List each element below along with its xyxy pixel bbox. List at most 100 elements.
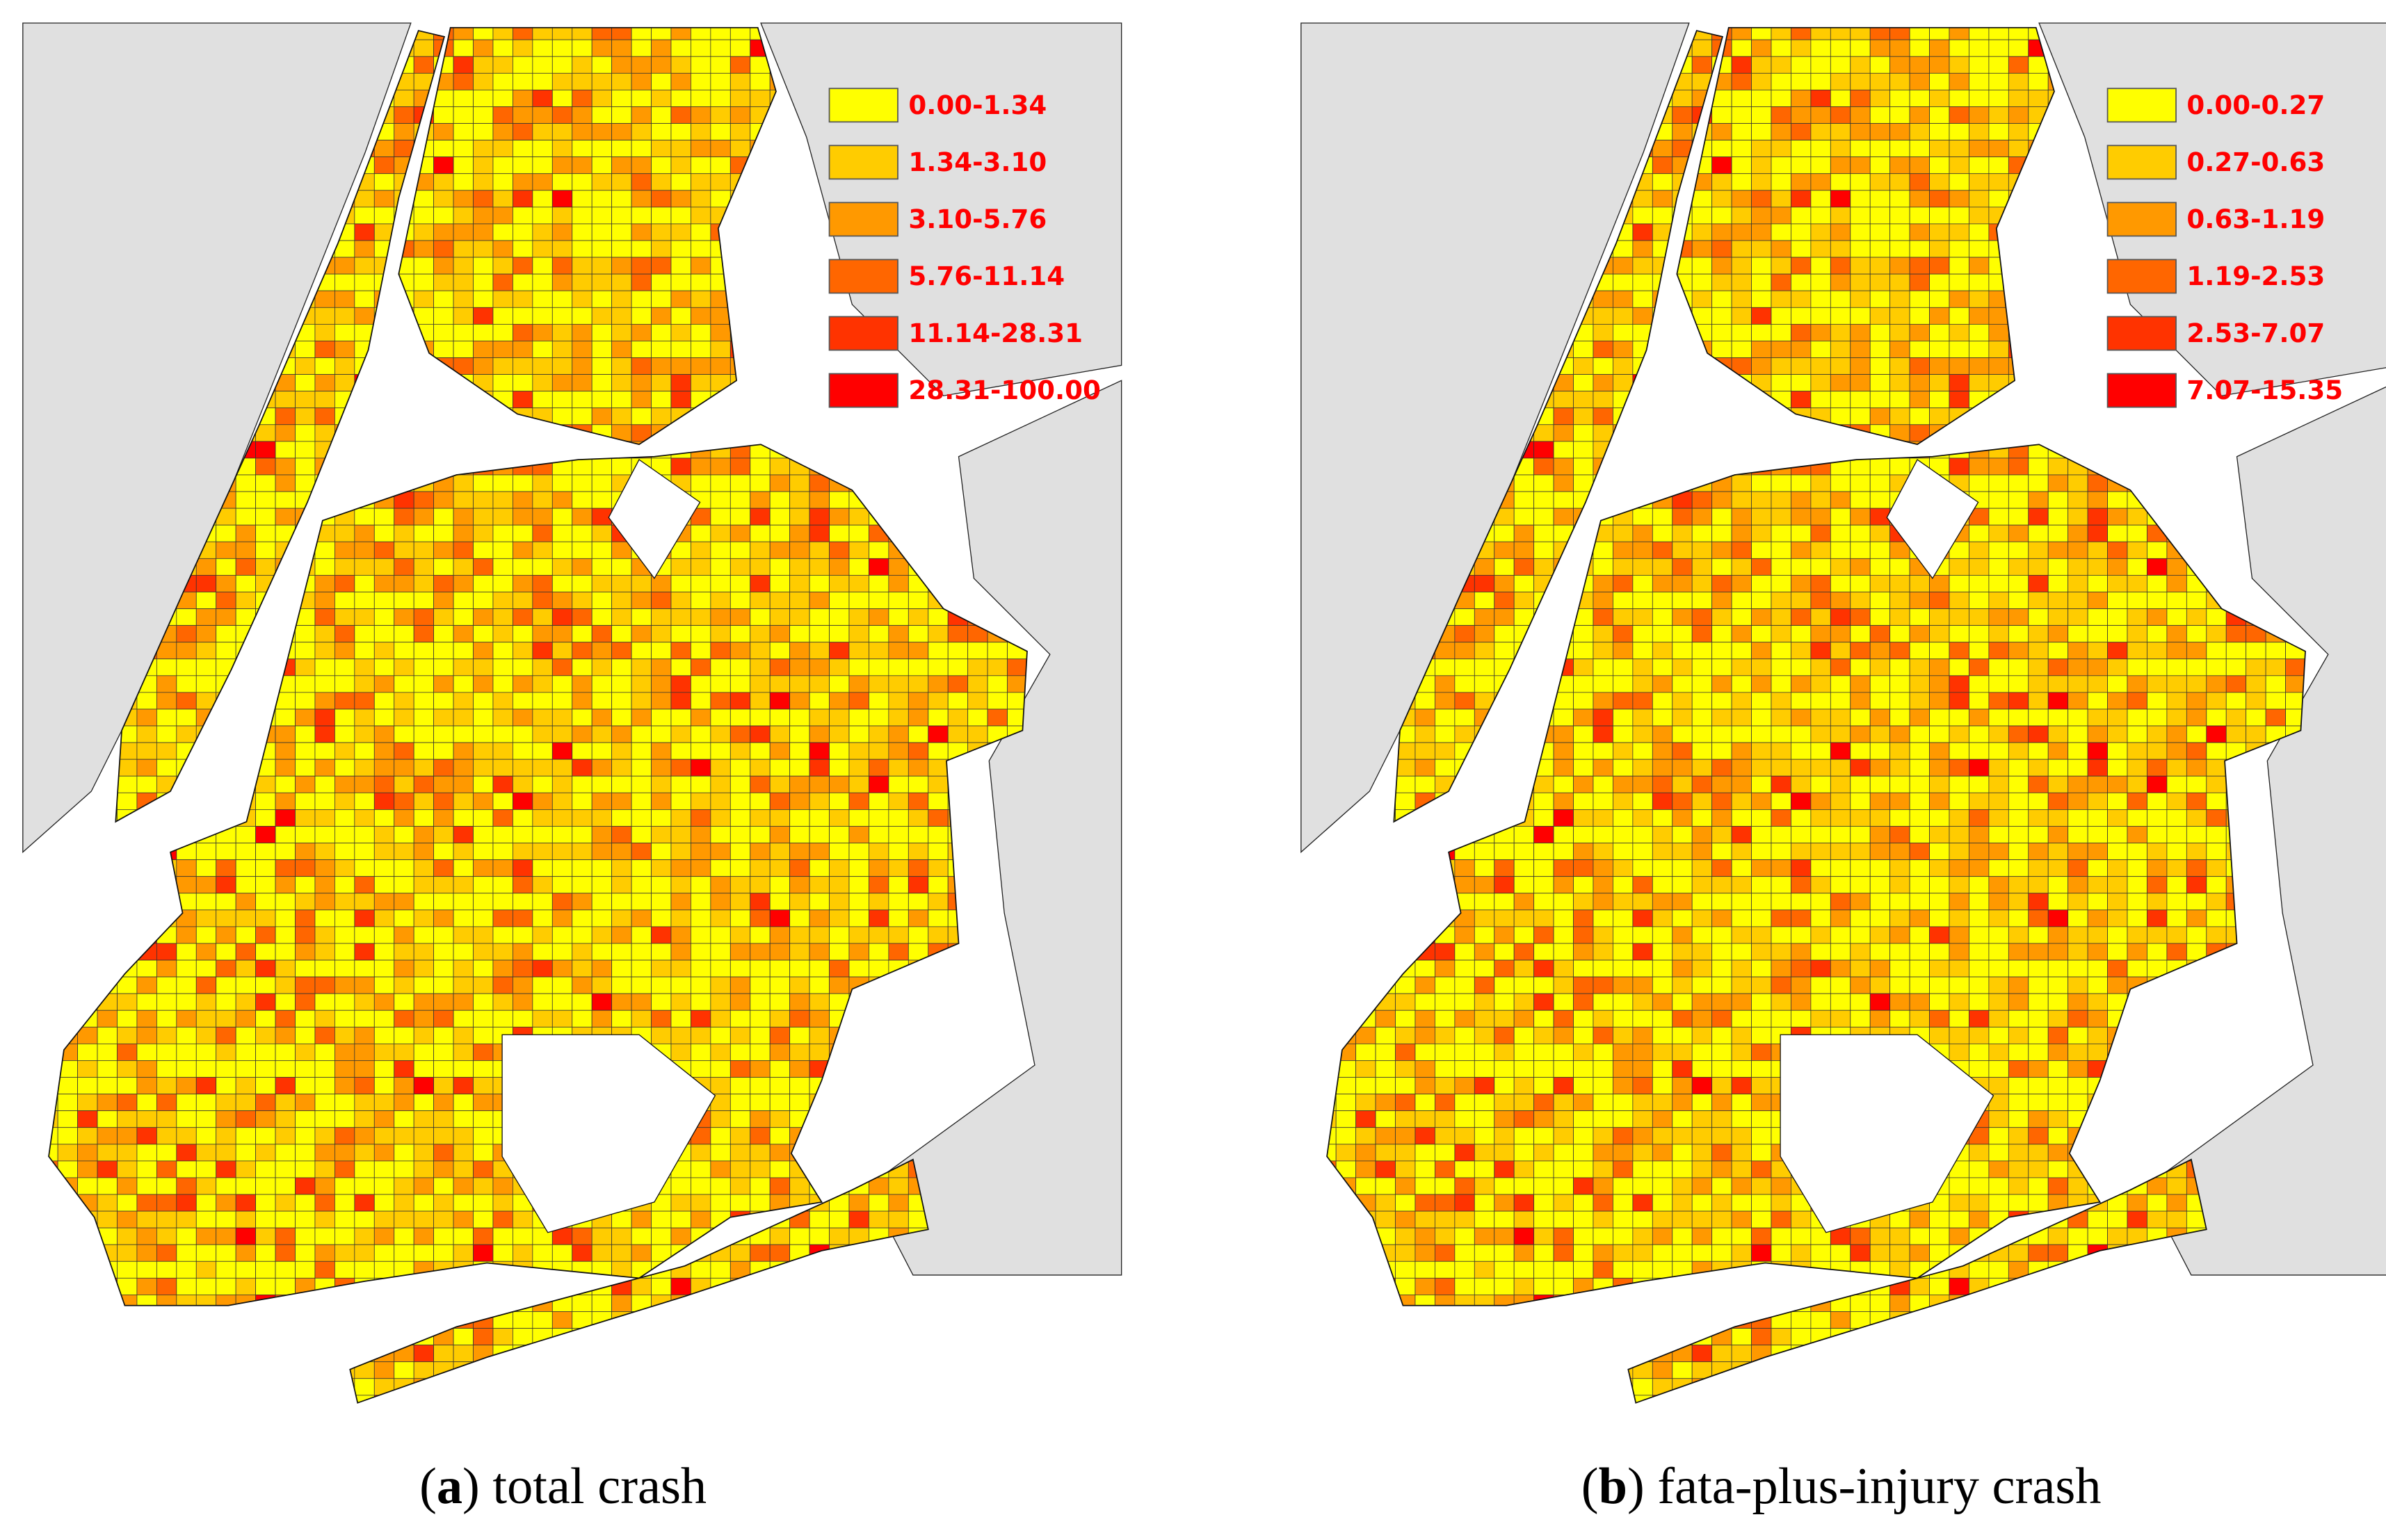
tract [413, 290, 435, 308]
tract [651, 323, 672, 341]
tract [591, 206, 613, 225]
tract [373, 1395, 395, 1403]
tract [413, 190, 435, 208]
tract [156, 1010, 177, 1028]
tract [532, 190, 553, 208]
tract [572, 592, 593, 609]
tract [769, 1060, 791, 1078]
tract [729, 1127, 751, 1145]
tract [77, 1127, 98, 1145]
tract [195, 575, 217, 592]
tract [1929, 156, 1950, 175]
tract [532, 893, 553, 911]
tract [869, 1277, 889, 1295]
tract [651, 592, 672, 609]
tract [433, 1210, 454, 1229]
tract [354, 1378, 375, 1396]
tract [413, 775, 435, 793]
tract [235, 1345, 256, 1363]
tract [413, 592, 435, 609]
tract [433, 575, 454, 592]
tract [869, 692, 889, 710]
tract [987, 1295, 1008, 1312]
tract [314, 692, 335, 710]
tract [848, 1395, 869, 1403]
tract [869, 642, 889, 660]
tract [789, 1010, 810, 1028]
tract [532, 140, 553, 158]
tract [334, 692, 355, 710]
tract [97, 1361, 118, 1379]
tract [473, 1361, 494, 1379]
tract [750, 658, 771, 676]
tract [1711, 140, 1732, 158]
tract [394, 1395, 414, 1403]
tract [473, 893, 494, 911]
tract [1047, 1311, 1066, 1328]
tract [789, 1395, 810, 1403]
tract [255, 424, 276, 442]
tract [513, 926, 533, 944]
tract [1929, 190, 1950, 208]
tract [729, 725, 751, 743]
tract [235, 508, 256, 526]
tract [710, 1311, 731, 1329]
tract [809, 1295, 830, 1312]
tract [473, 273, 494, 291]
tract [354, 759, 375, 777]
tract [492, 508, 513, 526]
tract [354, 1244, 375, 1262]
tract [908, 592, 929, 609]
tract [373, 1227, 395, 1245]
tract [987, 1378, 1008, 1396]
tract [334, 843, 355, 860]
tract [216, 1010, 236, 1028]
tract [453, 926, 474, 944]
tract [848, 1277, 869, 1295]
tract [492, 72, 513, 90]
tract [354, 809, 375, 827]
tract [591, 943, 613, 961]
tract [1007, 1328, 1027, 1345]
tract [789, 943, 810, 961]
tract [176, 959, 197, 978]
tract [809, 1345, 830, 1363]
tract [869, 1210, 889, 1229]
tract [1988, 90, 2009, 107]
tract [334, 341, 355, 358]
tract [691, 1060, 711, 1078]
tract [295, 1412, 314, 1429]
tract [611, 625, 632, 643]
tract [433, 1077, 454, 1094]
tract [97, 1060, 118, 1078]
tract [394, 675, 414, 693]
tract [1850, 156, 1871, 175]
tract [928, 792, 949, 810]
tract [216, 909, 236, 927]
tract [373, 759, 395, 777]
tract [492, 307, 513, 325]
tract [631, 775, 652, 793]
tract [651, 72, 672, 90]
tract [651, 893, 672, 911]
tract [433, 675, 454, 693]
tract [611, 608, 632, 626]
tract [789, 692, 810, 710]
tract [513, 190, 533, 208]
tract [729, 1194, 751, 1212]
tract [195, 1026, 217, 1044]
tract [413, 1094, 435, 1112]
tract [1771, 106, 1791, 124]
tract [156, 1043, 177, 1061]
tract [631, 374, 652, 392]
tract [591, 474, 613, 492]
tract [691, 307, 711, 325]
tract [413, 1177, 435, 1195]
tract [433, 140, 454, 158]
tract [235, 1311, 256, 1329]
tract [156, 1026, 177, 1044]
tract [473, 173, 494, 191]
tract [750, 909, 771, 927]
tract [551, 72, 573, 90]
tract [334, 943, 355, 961]
